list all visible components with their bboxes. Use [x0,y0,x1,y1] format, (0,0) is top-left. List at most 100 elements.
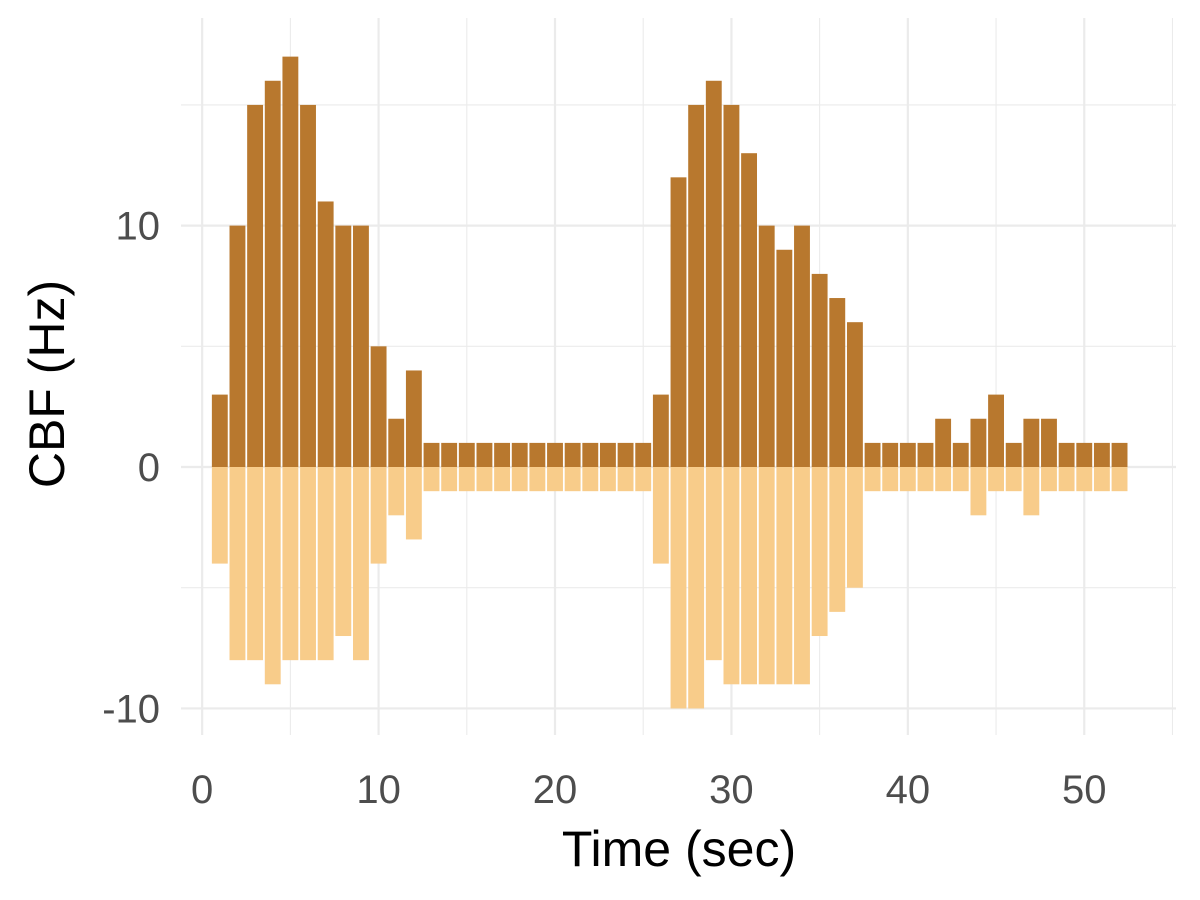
bar-positive [1023,418,1040,468]
bar-positive [652,394,669,468]
bar-negative [547,467,563,492]
bar-positive [582,442,599,468]
bar-negative [811,467,828,637]
bar-positive [547,442,563,468]
bar-negative [882,467,899,492]
bar-positive [599,442,616,468]
bar-positive [300,104,316,468]
bar-positive [705,80,722,468]
bar-negative [529,467,546,492]
bar-positive [211,394,228,468]
bar-negative [723,467,740,685]
bar-negative [1111,467,1128,492]
bar-positive [264,80,281,468]
bar-positive [423,442,440,468]
bar-positive [935,418,952,468]
bar-negative [652,467,669,564]
bar-positive [758,225,775,468]
bar-positive [1111,442,1128,468]
bar-negative [1005,467,1022,492]
bar-negative [211,467,228,564]
x-tick-label: 0 [191,768,213,812]
bar-negative [494,467,511,492]
bar-negative [582,467,599,492]
bar-positive [388,418,405,468]
bar-positive [494,442,511,468]
y-tick-label: -10 [102,687,160,731]
x-tick-label: 50 [1062,768,1107,812]
bar-negative [829,467,846,612]
x-tick-label: 40 [886,768,931,812]
bar-negative [935,467,952,492]
bar-negative [952,467,969,492]
bar-negative [458,467,475,492]
bar-negative [229,467,246,661]
bar-negative [511,467,528,492]
bar-positive [811,273,828,468]
x-axis-title: Time (sec) [562,821,796,877]
bar-negative [1058,467,1075,492]
bar-positive [370,346,387,468]
bar-positive [1005,442,1022,468]
bar-positive [899,442,916,468]
bar-negative [705,467,722,661]
y-axis-tick-labels: -10 0 10 [102,205,160,732]
x-tick-label: 30 [709,768,754,812]
bar-positive [952,442,969,468]
bar-positive [1076,442,1093,468]
bar-positive [882,442,899,468]
bar-negative [405,467,422,540]
bar-positive [1058,442,1075,468]
bar-negative [441,467,458,492]
y-axis-title: CBF (Hz) [19,280,75,488]
bar-positive [741,153,758,468]
bar-negative [564,467,581,492]
bar-negative [317,467,334,661]
bar-negative [794,467,810,685]
bar-positive [247,104,264,468]
bar-negative [335,467,352,637]
bar-negative [617,467,634,492]
bar-negative [1093,467,1110,492]
x-tick-label: 20 [533,768,578,812]
bar-positive [529,442,546,468]
bar-negative [599,467,616,492]
bar-positive [670,177,687,468]
bar-positive [723,104,740,468]
bar-positive [864,442,881,468]
bar-negative [247,467,264,661]
bar-negative [1023,467,1040,516]
bar-positive [476,442,493,468]
bar-positive [794,225,810,468]
bar-negative [370,467,387,564]
bar-negative [688,467,705,709]
bar-positive [564,442,581,468]
bar-positive [405,370,422,468]
bar-negative [353,467,369,661]
bar-negative [899,467,916,492]
bar-positive [229,225,246,468]
bar-negative [476,467,493,492]
bar-positive [917,442,934,468]
bar-positive [511,442,528,468]
bar-negative [917,467,934,492]
bar-negative [988,467,1004,492]
bar-positive [829,298,846,468]
bar-positive [1041,418,1057,468]
bar-positive [317,201,334,468]
bar-negative [970,467,987,516]
bar-negative [635,467,652,492]
bar-negative [1076,467,1093,492]
bar-positive [688,104,705,468]
bar-negative [264,467,281,685]
bar-negative [758,467,775,685]
bar-positive [335,225,352,468]
bar-positive [635,442,652,468]
bar-positive [441,442,458,468]
bar-negative [282,467,299,661]
bar-positive [970,418,987,468]
bar-negative [300,467,316,661]
bar-negative [423,467,440,492]
bar-negative [670,467,687,709]
bar-positive [458,442,475,468]
